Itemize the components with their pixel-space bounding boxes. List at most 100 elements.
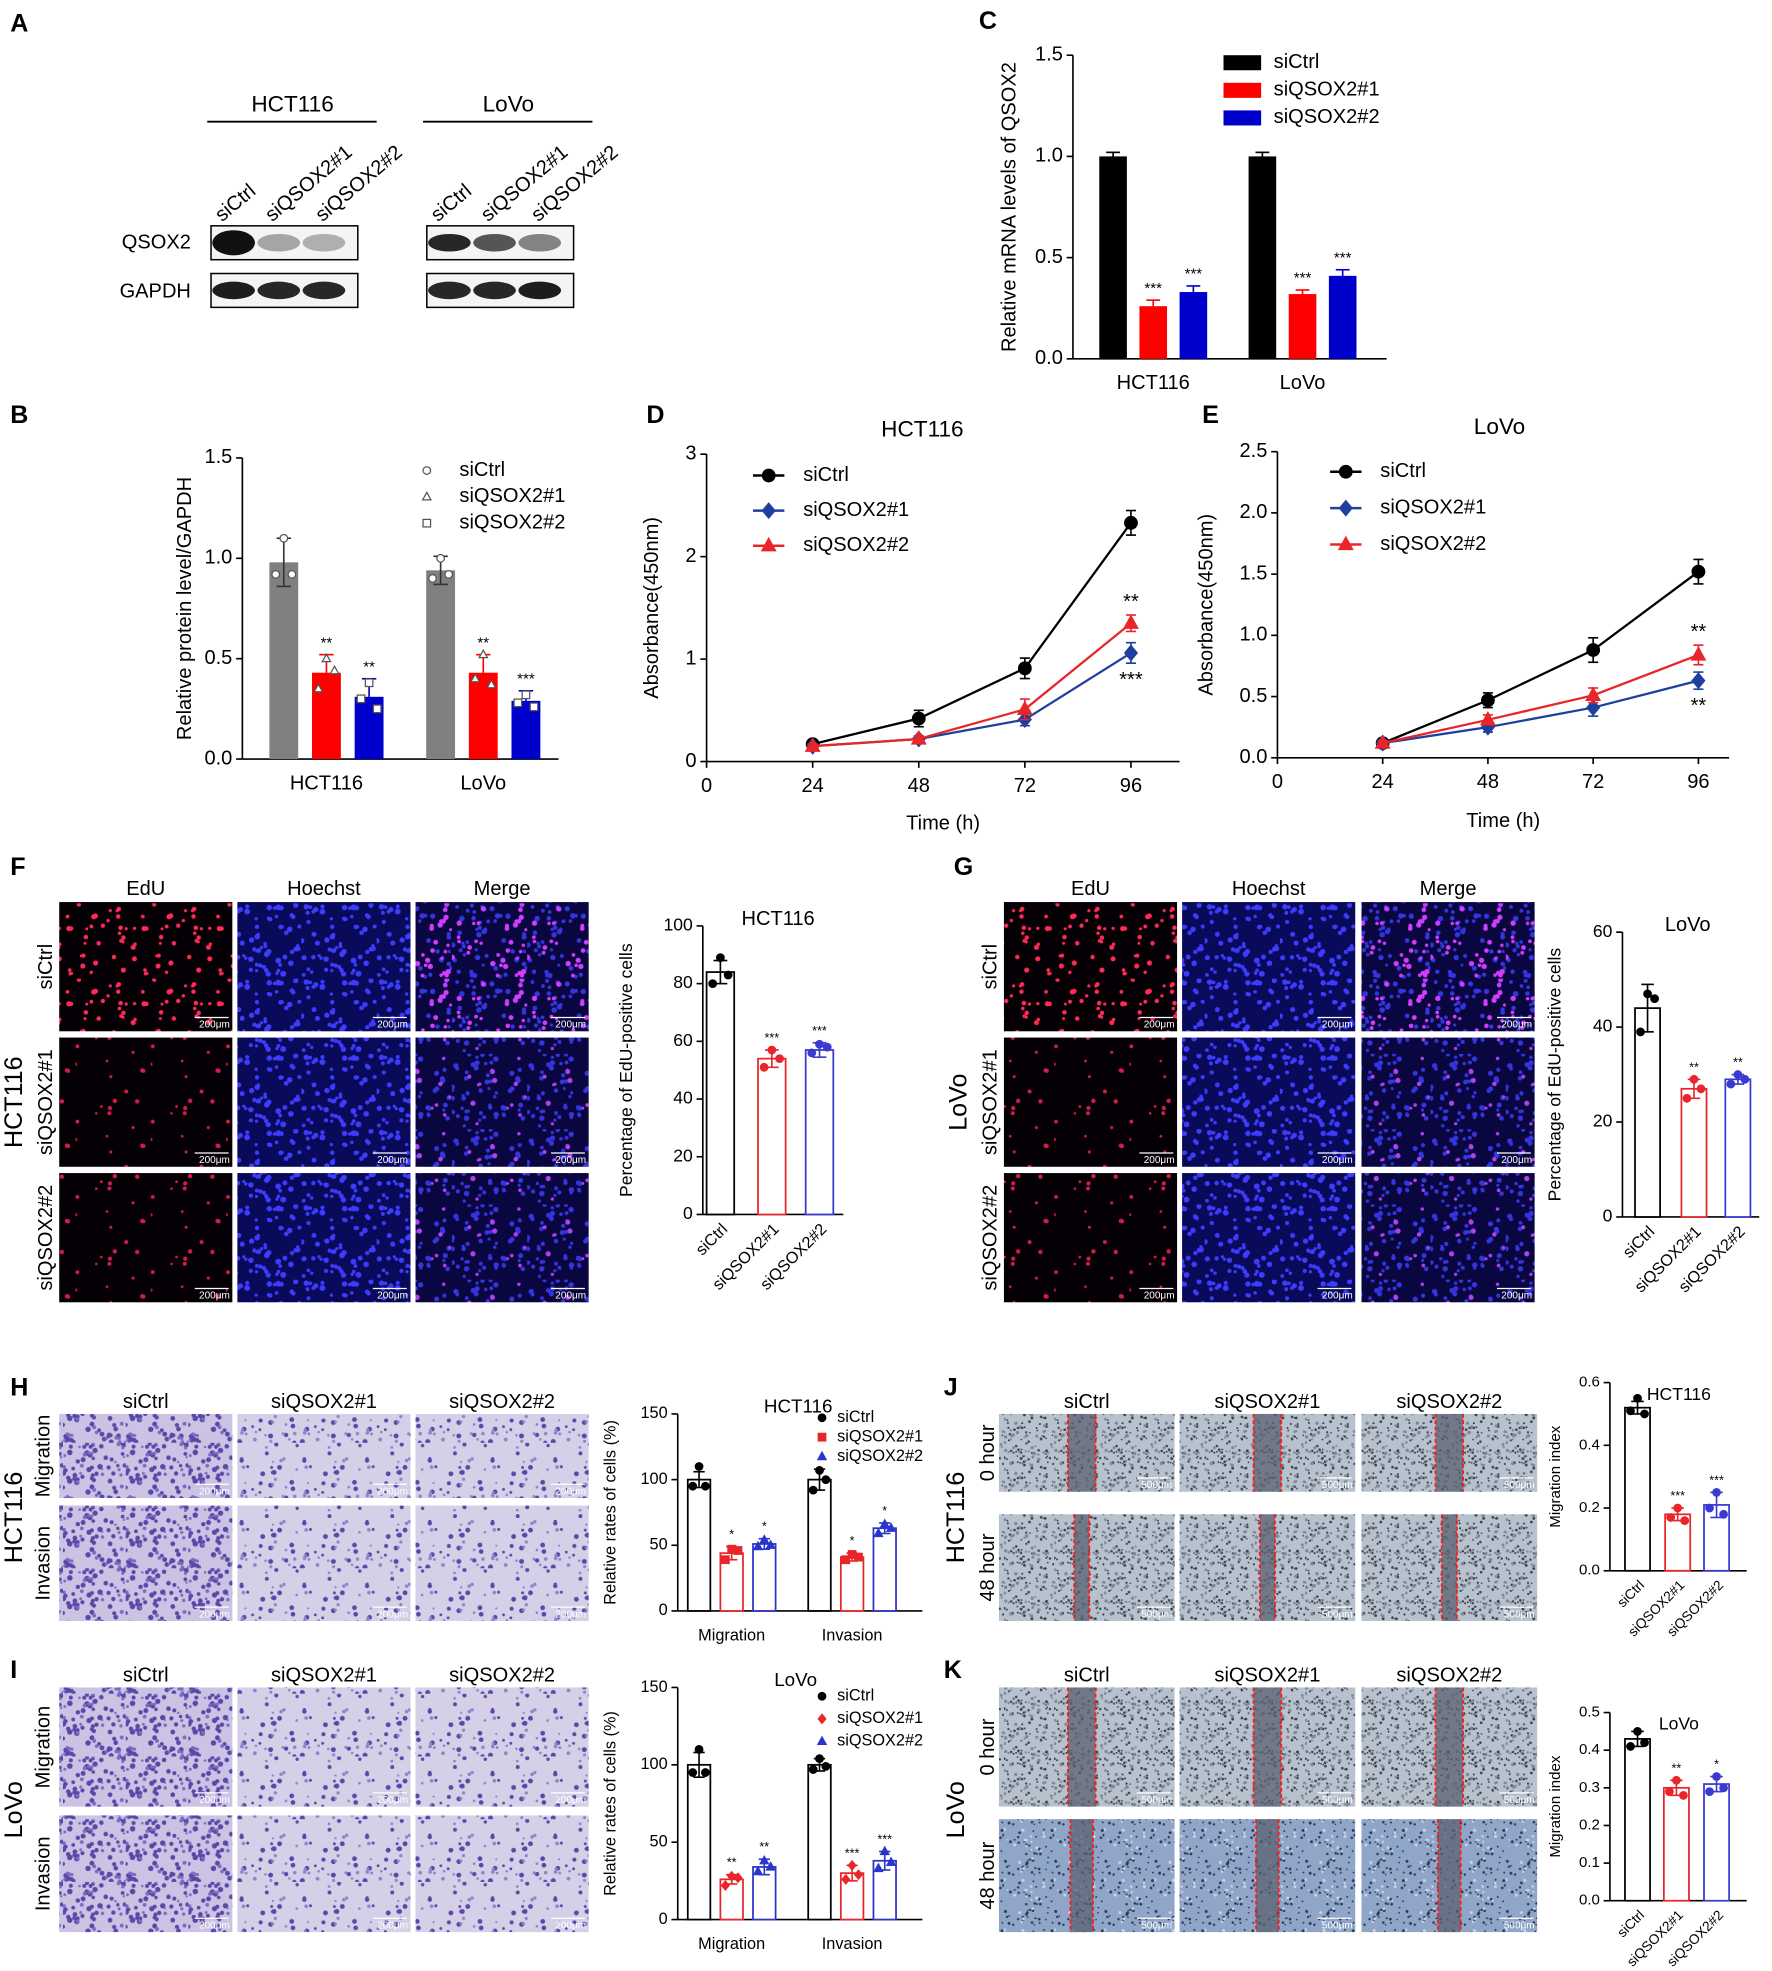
y-tick-label: 0.1: [1579, 1854, 1600, 1871]
scale-label: 200μm: [199, 1155, 230, 1166]
column-label: EdU: [1071, 878, 1110, 900]
chart-title: LoVo: [774, 1669, 817, 1690]
marker: [715, 953, 725, 963]
y-tick-label: 0.0: [1579, 1562, 1600, 1579]
micrograph: [1182, 902, 1356, 1032]
chart-title: LoVo: [1659, 1714, 1699, 1734]
y-axis-label: Migration index: [1547, 1425, 1564, 1528]
marker: [529, 702, 539, 712]
y-tick-label: 150: [640, 1404, 667, 1422]
marker: [1640, 1738, 1649, 1748]
group-label: HCT116: [0, 1472, 28, 1564]
marker: [816, 1735, 828, 1746]
x-tick-label: 96: [1120, 775, 1142, 797]
micrograph: [59, 1173, 233, 1303]
y-tick-label: 0.4: [1579, 1741, 1600, 1758]
y-tick-label: 0.2: [1579, 1816, 1600, 1833]
column-label: siCtrl: [1064, 1391, 1110, 1413]
significance: ***: [812, 1024, 827, 1038]
y-tick-label: 100: [640, 1755, 667, 1773]
significance: **: [759, 1840, 769, 1854]
significance: ***: [1294, 270, 1312, 287]
legend-label: siQSOX2#2: [1380, 533, 1486, 555]
y-tick-label: 0: [659, 1601, 668, 1619]
legend-label: siQSOX2#1: [837, 1709, 923, 1727]
legend-label: siCtrl: [803, 464, 849, 486]
y-tick-label: 0.5: [204, 647, 232, 669]
marker: [885, 1856, 897, 1866]
significance: **: [727, 1856, 737, 1870]
scale-label: 200μm: [377, 1020, 408, 1031]
micrograph: [237, 1687, 411, 1807]
significance: ***: [517, 670, 535, 687]
marker: [1586, 699, 1601, 717]
bar: [839, 1556, 865, 1612]
micrograph: [415, 1815, 589, 1933]
scale-label: 200μm: [1144, 1020, 1175, 1031]
legend-label: siQSOX2#2: [459, 511, 565, 533]
scale-label: 500μm: [1141, 1609, 1172, 1620]
marker: [1691, 672, 1706, 690]
marker: [767, 1045, 777, 1055]
micrograph: [59, 902, 233, 1032]
scale-label: 200μm: [199, 1609, 230, 1620]
marker: [1740, 1074, 1750, 1084]
band: [518, 233, 562, 252]
marker: [1640, 1409, 1649, 1419]
marker: [478, 648, 489, 659]
micrograph: [59, 1037, 233, 1167]
scale-label: 500μm: [1322, 1920, 1353, 1931]
legend-label: siQSOX2#1: [1274, 79, 1380, 101]
micrograph: [1182, 1173, 1356, 1303]
marker: [821, 1475, 831, 1485]
x-tick-label: LoVo: [460, 772, 506, 794]
marker: [287, 569, 297, 579]
panel-letter: A: [10, 10, 28, 38]
marker: [1633, 1393, 1642, 1403]
x-tick-label: siCtrl: [692, 1220, 731, 1259]
micrograph: [59, 1505, 233, 1621]
y-axis-label: Relative rates of cells (%): [602, 1420, 620, 1605]
row-label: siQSOX2#2: [980, 1185, 1002, 1291]
chart-title: HCT116: [881, 416, 963, 441]
marker: [1017, 661, 1032, 676]
marker: [759, 1062, 769, 1072]
scale-label: 200μm: [1144, 1291, 1175, 1302]
bar: [705, 971, 736, 1216]
legend-label: siQSOX2#2: [803, 534, 909, 556]
marker: [723, 970, 733, 980]
row-label: 48 hour: [977, 1841, 999, 1909]
marker: [1666, 1513, 1676, 1522]
micrograph: [59, 1815, 233, 1933]
y-tick-label: 2.0: [1240, 501, 1268, 523]
significance: **: [1691, 695, 1707, 717]
legend-label: siQSOX2#1: [1380, 496, 1486, 518]
group-label: LoVo: [0, 1781, 28, 1838]
marker: [271, 569, 281, 579]
marker: [841, 1555, 851, 1565]
marker: [1712, 1487, 1721, 1497]
wound-gap: [1435, 1687, 1464, 1807]
marker: [1626, 1742, 1635, 1751]
scale-label: 200μm: [555, 1609, 586, 1620]
marker: [422, 466, 432, 475]
group-label: HCT116: [0, 1056, 28, 1148]
x-axis-label: Time (h): [906, 813, 980, 835]
marker: [469, 672, 481, 683]
marker: [1712, 1772, 1721, 1781]
significance: **: [363, 658, 375, 675]
legend-label: siQSOX2#2: [837, 1732, 923, 1750]
bar: [1179, 292, 1208, 359]
scale-label: 200μm: [555, 1486, 586, 1497]
micrograph: [237, 902, 411, 1032]
column-label: siQSOX2#1: [1214, 1664, 1320, 1686]
column-label: siQSOX2#2: [1396, 1391, 1502, 1413]
marker: [436, 553, 446, 563]
marker: [804, 737, 821, 752]
bar: [426, 570, 456, 760]
marker: [1479, 710, 1496, 726]
marker: [885, 1522, 897, 1532]
marker: [808, 1765, 818, 1774]
scale-label: 200μm: [555, 1920, 586, 1931]
